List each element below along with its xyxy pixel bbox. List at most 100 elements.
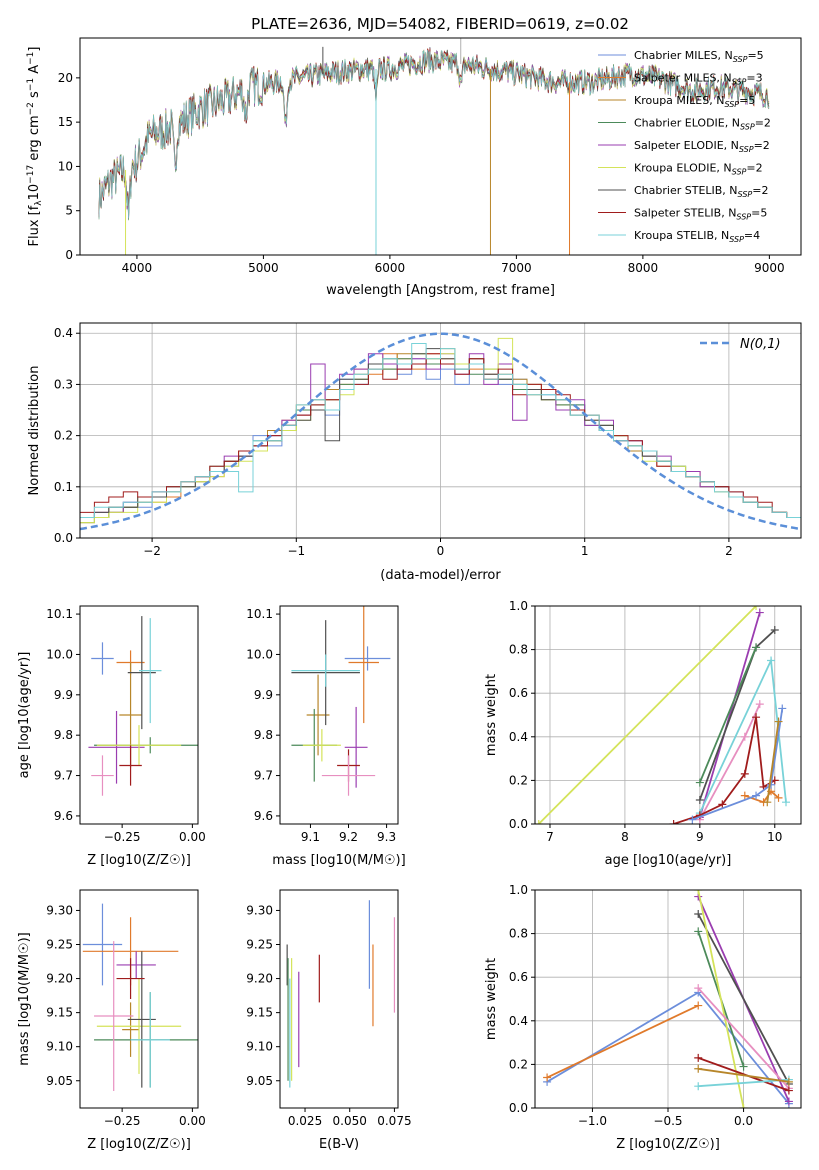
massweight-vs-age-ytick-label: 0.4: [509, 730, 528, 744]
massweight-marker: [770, 625, 779, 634]
massweight-marker: [763, 798, 772, 807]
legend-entry-sub: SSP: [724, 100, 739, 109]
residuals-frame: [79, 322, 802, 539]
ylabel-part: Flux [f: [27, 205, 42, 246]
residuals-xtick-label: −1: [287, 544, 305, 558]
mass-vs-ebv-xtick-label: 0.025: [288, 1114, 322, 1128]
legend-entry: Kroupa ELODIE, NSSP=2: [634, 162, 763, 177]
residual-histogram: [80, 343, 801, 538]
age-vs-mass-ytick-label: 9.8: [254, 728, 273, 742]
massweight-vs-age-xtick-label: 7: [546, 830, 554, 844]
mass-vs-Z-ytick-label: 9.10: [46, 1040, 73, 1054]
residuals-ylabel: Normed distribution: [27, 366, 42, 496]
mass-vs-ebv-frame: [279, 889, 399, 1109]
massweight-line: [697, 987, 790, 1090]
spectrum-ytick-label: 15: [58, 115, 73, 129]
ylabel-part: −17: [26, 165, 36, 184]
mass-vs-ebv-ytick-label: 9.10: [246, 1040, 273, 1054]
massweight-vs-age-lines: [535, 606, 791, 824]
legend-entry-sub: SSP: [738, 190, 753, 199]
massweight-vs-age-xtick-label: 8: [621, 830, 629, 844]
massweight-marker: [543, 1073, 552, 1082]
legend-entry-count: =5: [739, 94, 755, 107]
age-vs-Z-xtick-label: −0.25: [104, 830, 141, 844]
residuals-xtick-label: 1: [581, 544, 589, 558]
spectrum-xlabel: wavelength [Angstrom, rest frame]: [326, 283, 555, 298]
ylabel-part: erg cm: [27, 115, 42, 164]
massweight-vs-Z-xtick-label: −0.5: [653, 1114, 682, 1128]
spectrum-xtick-label: 9000: [754, 261, 785, 275]
mass-vs-ebv-xlabel: E(B-V): [319, 1137, 359, 1152]
legend-entry-sub: SSP: [736, 213, 751, 222]
mass-vs-Z-ytick-label: 9.25: [46, 938, 73, 952]
spectrum-xtick-label: 5000: [248, 261, 279, 275]
legend-entry-sub: SSP: [733, 55, 748, 64]
mass-vs-ebv-xtick-label: 0.075: [377, 1114, 411, 1128]
mass-vs-ebv-xtick-label: 0.050: [333, 1114, 367, 1128]
mass-vs-Z-ytick-label: 9.15: [46, 1006, 73, 1020]
age-vs-mass-xtick-label: 9.2: [339, 830, 358, 844]
massweight-marker: [694, 890, 703, 894]
legend-entry-sub: SSP: [739, 145, 754, 154]
legend-entry-count: =4: [744, 229, 760, 242]
residuals-ytick-label: 0.3: [54, 377, 73, 391]
massweight-vs-Z-ylabel: mass weight: [484, 958, 499, 1040]
massweight-vs-age-ytick-label: 0.8: [509, 643, 528, 657]
massweight-marker: [767, 780, 776, 789]
massweight-vs-Z-lines: [543, 890, 793, 1108]
massweight-vs-Z-ytick-label: 1.0: [509, 883, 528, 897]
mass-vs-ebv-ytick-label: 9.25: [246, 938, 273, 952]
massweight-vs-age-ytick-label: 0.0: [509, 817, 528, 831]
legend-entry: Salpeter STELIB, NSSP=5: [634, 207, 767, 222]
mass-vs-Z-xlabel: Z [log10(Z/Z☉)]: [87, 1137, 191, 1152]
massweight-marker: [694, 1082, 703, 1091]
massweight-marker: [752, 643, 761, 652]
age-vs-Z-ytick-label: 9.7: [54, 769, 73, 783]
age-vs-Z-ylabel: age [log10(age/yr)]: [17, 652, 32, 779]
massweight-marker: [752, 791, 761, 800]
legend-entry-label: Chabrier STELIB, N: [634, 184, 738, 197]
legend-entry-label: Chabrier ELODIE, N: [634, 117, 740, 130]
residuals-ytick-label: 0.0: [54, 531, 73, 545]
massweight-marker: [669, 820, 678, 824]
massweight-vs-Z-frame: [534, 889, 802, 1109]
massweight-marker: [694, 1064, 703, 1073]
age-vs-mass-xtick-label: 9.1: [301, 830, 320, 844]
massweight-line: [766, 721, 780, 803]
mass-vs-Z-ytick-label: 9.30: [46, 903, 73, 917]
massweight-marker: [695, 778, 704, 787]
age-vs-Z-axes: −0.25 0.00 9.6 9.7 9.8 9.9 10.0 10.1 Z [log10(Z/…: [17, 607, 206, 868]
spectrum-ytick-label: 0: [65, 248, 73, 262]
massweight-line: [692, 708, 784, 821]
figure-title: PLATE=2636, MJD=54082, FIBERID=0619, z=0…: [251, 15, 629, 33]
massweight-marker: [782, 798, 791, 807]
massweight-vs-Z-ytick-label: 0.8: [509, 927, 528, 941]
ylabel-part: 10: [27, 184, 42, 201]
age-vs-mass-ytick-label: 10.1: [246, 607, 273, 621]
mass-vs-ebv-errorbars: [286, 900, 396, 1088]
legend-entry: Kroupa MILES, NSSP=5: [634, 94, 755, 109]
legend-entry-sub: SSP: [732, 168, 747, 177]
age-vs-Z-ytick-label: 10.1: [46, 607, 73, 621]
massweight-marker: [740, 769, 749, 778]
mass-vs-ebv-ytick-label: 9.30: [246, 903, 273, 917]
legend-entry-sub: SSP: [740, 123, 755, 132]
mass-vs-Z-xtick-label: 0.00: [179, 1114, 206, 1128]
massweight-marker: [752, 606, 761, 610]
residuals-ytick-label: 0.1: [54, 480, 73, 494]
residuals-ytick-label: 0.2: [54, 429, 73, 443]
massweight-marker: [774, 717, 783, 726]
mass-vs-ebv-ytick-label: 9.05: [246, 1074, 273, 1088]
legend-entry: Salpeter ELODIE, NSSP=2: [634, 139, 770, 154]
residuals-xtick-label: 0: [437, 544, 445, 558]
massweight-line: [546, 1004, 699, 1079]
massweight-marker: [752, 713, 761, 722]
spectrum-ytick-label: 10: [58, 159, 73, 173]
age-vs-mass-ytick-label: 9.6: [254, 809, 273, 823]
legend-entry-count: =5: [747, 49, 763, 62]
age-vs-mass-axes: 9.1 9.2 9.3 9.6 9.7 9.8 9.9 10.0 10.1 mass [log10…: [246, 606, 406, 868]
massweight-vs-Z-ytick-label: 0.2: [509, 1057, 528, 1071]
legend-entry-count: =5: [751, 207, 767, 220]
massweight-marker: [739, 1062, 748, 1071]
